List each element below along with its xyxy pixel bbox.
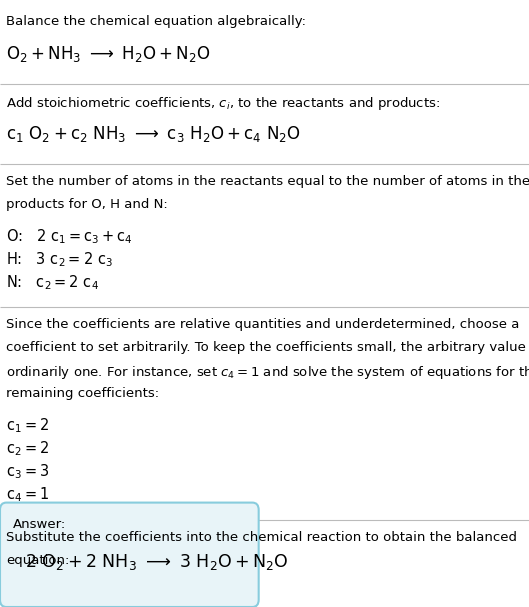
Text: $\mathrm{c_1 = 2}$: $\mathrm{c_1 = 2}$ — [6, 416, 49, 435]
FancyBboxPatch shape — [0, 503, 259, 607]
Text: $\mathrm{c_2 = 2}$: $\mathrm{c_2 = 2}$ — [6, 439, 49, 458]
Text: $\mathrm{c_1\ O_2 + c_2\ NH_3 \ \longrightarrow \ c_3\ H_2O + c_4\ N_2O}$: $\mathrm{c_1\ O_2 + c_2\ NH_3 \ \longrig… — [6, 124, 301, 144]
Text: equation:: equation: — [6, 554, 70, 566]
Text: N:   $\mathrm{c_2 = 2\ c_4}$: N: $\mathrm{c_2 = 2\ c_4}$ — [6, 273, 99, 292]
Text: $\mathrm{c_4 = 1}$: $\mathrm{c_4 = 1}$ — [6, 486, 49, 504]
Text: H:   $\mathrm{3\ c_2 = 2\ c_3}$: H: $\mathrm{3\ c_2 = 2\ c_3}$ — [6, 250, 113, 269]
Text: Add stoichiometric coefficients, $c_i$, to the reactants and products:: Add stoichiometric coefficients, $c_i$, … — [6, 95, 441, 112]
Text: $\mathrm{c_3 = 3}$: $\mathrm{c_3 = 3}$ — [6, 463, 50, 481]
Text: Since the coefficients are relative quantities and underdetermined, choose a: Since the coefficients are relative quan… — [6, 318, 519, 331]
Text: Balance the chemical equation algebraically:: Balance the chemical equation algebraica… — [6, 15, 306, 27]
Text: coefficient to set arbitrarily. To keep the coefficients small, the arbitrary va: coefficient to set arbitrarily. To keep … — [6, 341, 529, 354]
Text: O:   $\mathrm{2\ c_1 = c_3 + c_4}$: O: $\mathrm{2\ c_1 = c_3 + c_4}$ — [6, 227, 133, 246]
Text: Substitute the coefficients into the chemical reaction to obtain the balanced: Substitute the coefficients into the che… — [6, 531, 517, 543]
Text: Set the number of atoms in the reactants equal to the number of atoms in the: Set the number of atoms in the reactants… — [6, 175, 529, 188]
Text: remaining coefficients:: remaining coefficients: — [6, 387, 159, 400]
Text: ordinarily one. For instance, set $c_4 = 1$ and solve the system of equations fo: ordinarily one. For instance, set $c_4 =… — [6, 364, 529, 381]
Text: $\mathrm{O_2 + NH_3 \ \longrightarrow \ H_2O + N_2O}$: $\mathrm{O_2 + NH_3 \ \longrightarrow \ … — [6, 44, 211, 64]
Text: products for O, H and N:: products for O, H and N: — [6, 198, 168, 211]
Text: $\mathrm{2\ O_2 + 2\ NH_3 \ \longrightarrow \ 3\ H_2O + N_2O}$: $\mathrm{2\ O_2 + 2\ NH_3 \ \longrightar… — [25, 552, 288, 572]
Text: Answer:: Answer: — [13, 518, 66, 531]
